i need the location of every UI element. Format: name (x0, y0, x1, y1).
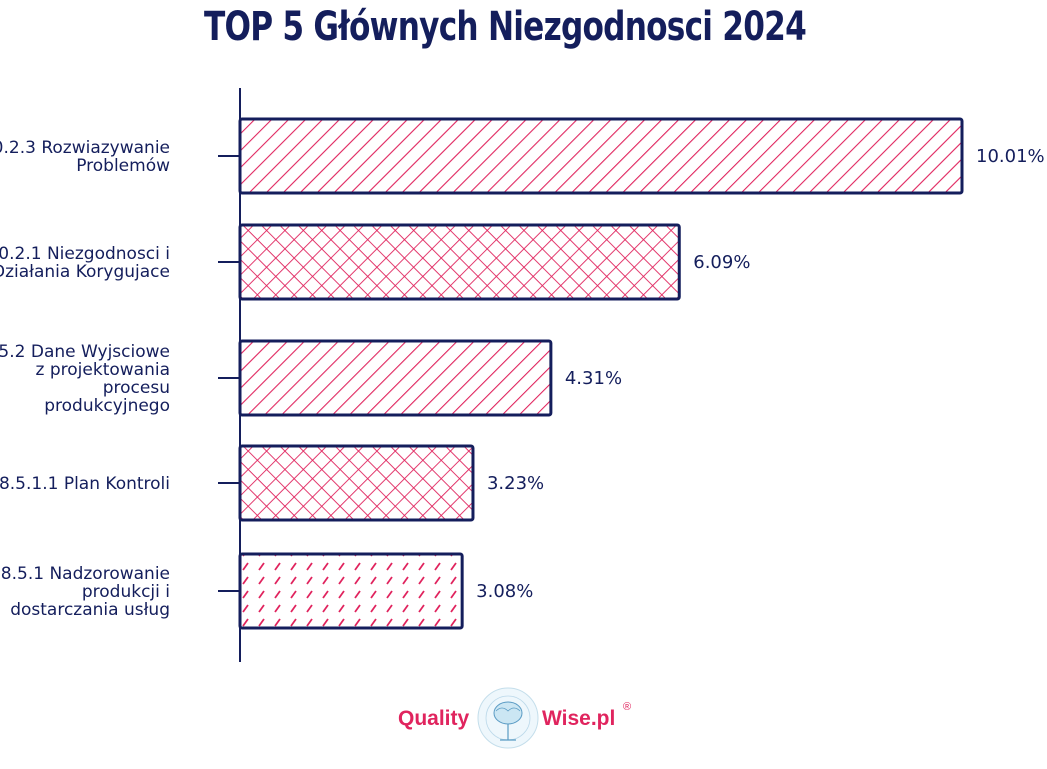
bar-2 (238, 223, 681, 301)
value-label-3: 4.31% (565, 368, 622, 389)
category-label-5: 8.5.1 Nadzorowanie produkcji i dostarczani… (1, 564, 170, 620)
value-label-1: 10.01% (976, 146, 1045, 167)
registered-mark: ® (623, 701, 631, 713)
bar-5 (238, 552, 464, 630)
bar-4 (238, 444, 475, 522)
qualitywise-logo: Quality Wise.pl ® (398, 687, 631, 749)
chart-title: TOP 5 Głównych Niezgodnosci 2024 (203, 4, 807, 50)
category-label-1: 10.2.3 Rozwiazywanie Problemów (0, 138, 170, 176)
category-label-4: 8.5.1.1 Plan Kontroli (0, 474, 170, 494)
bar-3 (238, 339, 553, 417)
logo-text-right: Wise.pl (542, 707, 615, 730)
category-label-2: 10.2.1 Niezgodnosci i Działania Korygujac… (0, 244, 170, 282)
value-label-5: 3.08% (476, 581, 533, 602)
value-label-2: 6.09% (693, 252, 750, 273)
bar-1 (238, 117, 964, 195)
logo-text-left: Quality (398, 707, 470, 730)
brain-globe-icon (477, 687, 539, 749)
value-label-4: 3.23% (487, 473, 544, 494)
